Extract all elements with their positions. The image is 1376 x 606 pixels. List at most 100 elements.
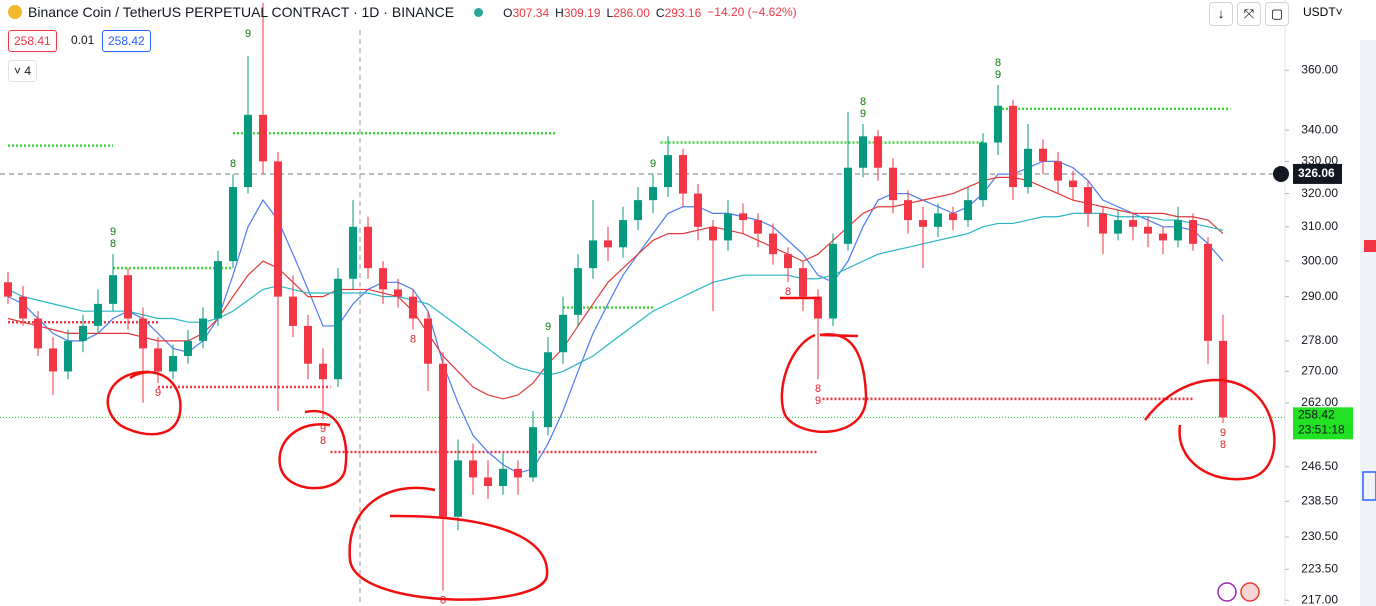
candle-body	[1024, 148, 1032, 188]
td-marker: 9	[320, 423, 326, 435]
ohlc-value: 309.19	[563, 6, 601, 20]
candle-body	[694, 193, 702, 227]
expand-button[interactable]: ⤧	[1237, 2, 1261, 26]
candle-body	[559, 314, 567, 353]
candle-body	[814, 296, 822, 319]
candle-body	[919, 220, 927, 227]
ohlc-key: L	[606, 6, 614, 20]
td-marker: 8	[410, 334, 416, 346]
candle-body	[274, 161, 282, 297]
td-marker: 9	[245, 28, 251, 40]
td-marker: 9	[545, 321, 551, 333]
moving-average	[7, 176, 1224, 400]
countdown-label: 23:51:18	[1298, 422, 1345, 436]
candle-body	[634, 200, 642, 221]
bid[interactable]: 258.41	[8, 30, 57, 52]
candle-body	[1114, 220, 1122, 234]
candle-body	[1144, 226, 1152, 234]
indicators-toggle[interactable]: ˅ 4	[8, 60, 38, 82]
candle-body	[49, 348, 57, 372]
flash-icon	[1217, 582, 1237, 602]
candle-body	[874, 136, 882, 168]
candle-body	[289, 296, 297, 326]
candle-body	[589, 240, 597, 269]
currency[interactable]: USDT˅	[1303, 5, 1343, 19]
candle-body	[214, 261, 222, 319]
td-marker: 9	[815, 395, 821, 407]
candle-body	[1054, 161, 1062, 181]
crosshair-tag	[1293, 163, 1342, 184]
candle-body	[784, 254, 792, 269]
td-marker: 8	[815, 383, 821, 395]
candle-body	[1204, 243, 1212, 341]
candle-body	[199, 318, 207, 341]
y-tick-label: 278.00	[1301, 333, 1338, 347]
candle-body	[1084, 187, 1092, 214]
y-tick-label: 262.00	[1301, 395, 1338, 409]
ask[interactable]: 258.42	[102, 30, 151, 52]
y-tick-label: 310.00	[1301, 219, 1338, 233]
candle-body	[604, 240, 612, 248]
candle-body	[1039, 148, 1047, 162]
td-marker: 9	[1220, 427, 1226, 439]
candle-body	[229, 187, 237, 262]
moving-average	[7, 160, 1224, 474]
candle-body	[964, 200, 972, 221]
candle-body	[709, 226, 717, 241]
candle-body	[979, 142, 987, 201]
y-tick-label: 360.00	[1301, 62, 1338, 76]
ohlc-value: 293.16	[664, 6, 702, 20]
candle-body	[829, 243, 837, 319]
currency-label: USDT	[1303, 5, 1336, 19]
candle-body	[409, 296, 417, 319]
y-tick-label: 340.00	[1301, 122, 1338, 136]
candle-body	[154, 348, 162, 372]
candle-body	[1174, 220, 1182, 241]
y-tick-label: 270.00	[1301, 364, 1338, 378]
ohlc-key: C	[655, 6, 665, 20]
td-marker: 9	[650, 158, 656, 170]
candle-body	[94, 303, 102, 326]
td-marker: 8	[230, 158, 236, 170]
candle-body	[739, 213, 747, 221]
fullscreen-button[interactable]: ▢	[1265, 2, 1289, 26]
moving-average	[7, 212, 1224, 376]
candle-body	[1069, 180, 1077, 188]
candle-body	[529, 427, 537, 478]
indicators-count: 4	[24, 64, 32, 78]
candle-body	[754, 220, 762, 234]
y-tick-label: 217.00	[1301, 592, 1338, 606]
candle-body	[1129, 220, 1137, 227]
header: Binance Coin / TetherUS PERPETUAL CONTRA…	[8, 4, 797, 20]
scroll-button[interactable]: ↓	[1209, 2, 1233, 26]
crosshair-label: 326.06	[1298, 166, 1335, 180]
td-marker: 9	[110, 226, 116, 238]
candle-body	[364, 226, 372, 269]
alert-marker	[1364, 240, 1376, 252]
ohlc-value: 307.34	[512, 6, 550, 20]
annotation-stroke	[348, 486, 549, 601]
td-marker: 8	[320, 435, 326, 447]
candle-body	[379, 268, 387, 290]
symbol[interactable]: Binance Coin / TetherUS PERPETUAL CONTRA…	[28, 4, 455, 20]
td-marker: 8	[860, 96, 866, 108]
annotation-stroke	[780, 296, 868, 434]
candle-body	[844, 167, 852, 244]
td-marker: 9	[860, 108, 866, 120]
flag-icon	[1240, 582, 1260, 602]
td-marker: 9	[155, 387, 161, 399]
candle-body	[949, 213, 957, 221]
candle-body	[319, 363, 327, 380]
candle-body	[454, 460, 462, 517]
candle-body	[139, 318, 147, 349]
candle-body	[124, 275, 132, 319]
td-marker: 9	[995, 69, 1001, 81]
candle-body	[64, 340, 72, 372]
candle-body	[649, 187, 657, 201]
crosshair-add	[1273, 165, 1289, 182]
candle-body	[1099, 213, 1107, 234]
candle-body	[79, 325, 87, 341]
y-tick-label: 230.50	[1301, 529, 1338, 543]
y-tick-label: 290.00	[1301, 289, 1338, 303]
coin-icon	[8, 5, 22, 19]
